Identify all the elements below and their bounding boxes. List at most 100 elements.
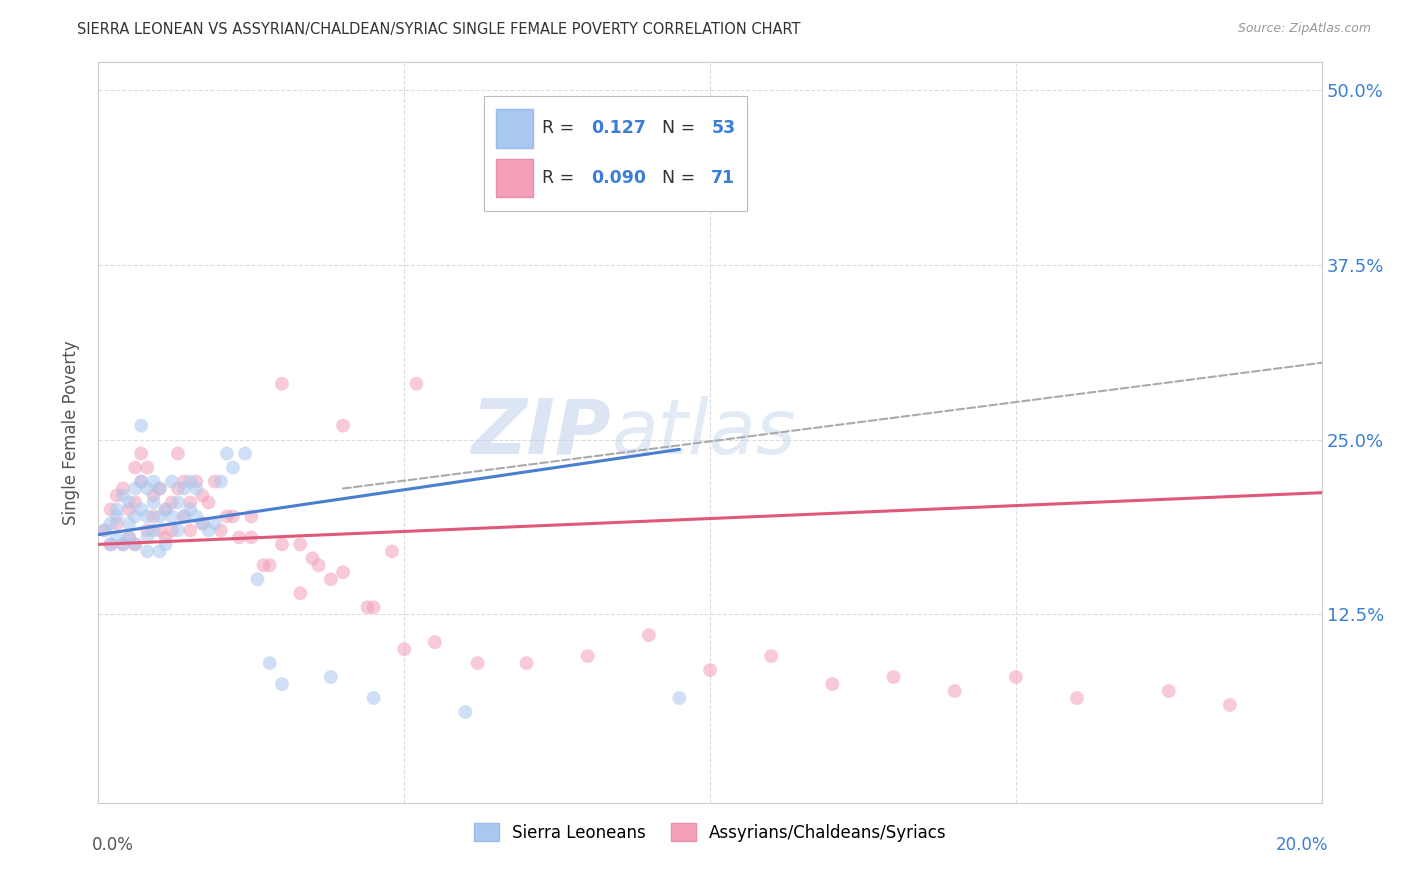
Point	[179, 475, 201, 489]
Point	[111, 482, 134, 496]
Point	[173, 482, 195, 496]
Point	[290, 537, 312, 551]
Point	[142, 509, 165, 524]
Point	[118, 530, 141, 544]
Point	[246, 572, 269, 586]
Point	[179, 524, 201, 538]
Point	[149, 509, 172, 524]
Text: atlas: atlas	[612, 396, 797, 469]
Point	[105, 509, 128, 524]
Point	[363, 691, 385, 706]
Point	[124, 509, 146, 524]
Point	[215, 509, 238, 524]
Point	[100, 537, 122, 551]
Point	[576, 649, 599, 664]
Point	[142, 475, 165, 489]
Point	[301, 551, 323, 566]
Point	[111, 537, 134, 551]
Text: R =: R =	[543, 169, 581, 187]
Point	[233, 446, 256, 460]
Text: 0.127: 0.127	[592, 119, 647, 136]
Point	[363, 600, 385, 615]
Point	[167, 524, 190, 538]
Text: 71: 71	[711, 169, 735, 187]
Point	[124, 537, 146, 551]
Point	[136, 524, 159, 538]
Point	[149, 544, 172, 558]
Point	[149, 482, 172, 496]
Point	[136, 482, 159, 496]
Text: N =: N =	[662, 119, 702, 136]
Text: ZIP: ZIP	[472, 396, 612, 469]
Point	[1004, 670, 1026, 684]
Point	[191, 488, 214, 502]
Point	[516, 656, 538, 670]
FancyBboxPatch shape	[484, 95, 747, 211]
Point	[105, 530, 128, 544]
Point	[173, 509, 195, 524]
Point	[332, 418, 354, 433]
Point	[240, 530, 263, 544]
Point	[155, 537, 177, 551]
Point	[173, 475, 195, 489]
Point	[129, 446, 152, 460]
Point	[197, 495, 219, 509]
FancyBboxPatch shape	[496, 159, 533, 197]
Text: Source: ZipAtlas.com: Source: ZipAtlas.com	[1237, 22, 1371, 36]
Point	[454, 705, 477, 719]
Point	[883, 670, 905, 684]
Point	[100, 516, 122, 531]
Text: 20.0%: 20.0%	[1275, 836, 1327, 855]
Point	[167, 495, 190, 509]
Point	[100, 537, 122, 551]
Text: 0.090: 0.090	[592, 169, 647, 187]
Point	[821, 677, 844, 691]
Text: R =: R =	[543, 119, 581, 136]
Point	[160, 509, 183, 524]
Point	[93, 524, 115, 538]
Point	[423, 635, 446, 649]
Point	[270, 376, 292, 391]
Point	[381, 544, 404, 558]
Point	[155, 530, 177, 544]
Point	[356, 600, 378, 615]
Point	[160, 495, 183, 509]
Point	[129, 418, 152, 433]
Point	[105, 488, 128, 502]
Point	[118, 530, 141, 544]
Point	[270, 537, 292, 551]
FancyBboxPatch shape	[496, 109, 533, 147]
Point	[186, 509, 208, 524]
Point	[136, 509, 159, 524]
Point	[308, 558, 330, 573]
Point	[290, 586, 312, 600]
Text: N =: N =	[662, 169, 702, 187]
Point	[129, 502, 152, 516]
Point	[637, 628, 661, 642]
Point	[118, 495, 141, 509]
Point	[222, 509, 245, 524]
Point	[124, 537, 146, 551]
Point	[149, 482, 172, 496]
Point	[105, 516, 128, 531]
Point	[204, 475, 226, 489]
Point	[405, 376, 427, 391]
Point	[167, 482, 190, 496]
Point	[240, 509, 263, 524]
Point	[111, 488, 134, 502]
Point	[197, 524, 219, 538]
Point	[191, 516, 214, 531]
Point	[209, 524, 232, 538]
Legend: Sierra Leoneans, Assyrians/Chaldeans/Syriacs: Sierra Leoneans, Assyrians/Chaldeans/Syr…	[465, 815, 955, 850]
Point	[124, 460, 146, 475]
Point	[167, 446, 190, 460]
Point	[179, 495, 201, 509]
Point	[105, 502, 128, 516]
Point	[93, 524, 115, 538]
Point	[759, 649, 782, 664]
Point	[118, 516, 141, 531]
Y-axis label: Single Female Poverty: Single Female Poverty	[62, 341, 80, 524]
Point	[142, 495, 165, 509]
Point	[129, 475, 152, 489]
Point	[173, 509, 195, 524]
